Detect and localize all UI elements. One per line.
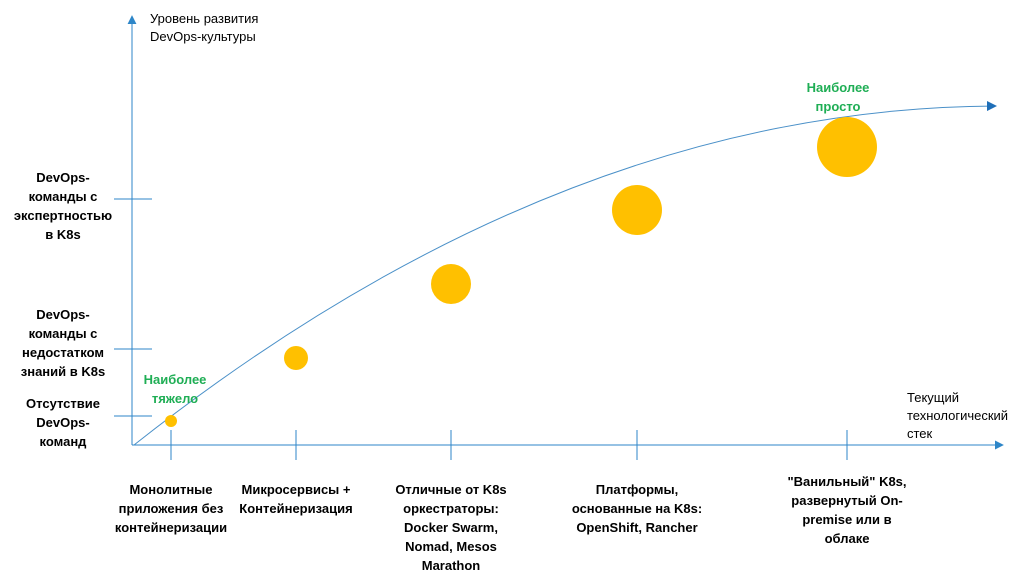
- x-tick-label-line: основанные на K8s:: [572, 501, 702, 516]
- x-tick-label-line: Контейнеризация: [239, 501, 352, 516]
- x-tick-label-line: оркестраторы:: [403, 501, 499, 516]
- y-axis-title-line: DevOps-культуры: [150, 29, 256, 44]
- bubble-point: [817, 117, 877, 177]
- x-tick-label-line: развернутый On-: [791, 493, 902, 508]
- x-tick-label-line: Marathon: [422, 558, 481, 573]
- x-tick-label-line: Платформы,: [596, 482, 678, 497]
- y-tick-label-line: команды с: [29, 326, 98, 341]
- x-tick-label: Платформы, основанные на K8s: OpenShift, R…: [572, 482, 702, 535]
- x-axis-title-line: Текущий: [907, 390, 959, 405]
- y-tick-label-line: Отсутствие: [26, 396, 100, 411]
- x-axis-title-line: стек: [907, 426, 933, 441]
- x-tick-label: "Ванильный" K8s, развернутый On-premise и…: [787, 474, 906, 546]
- x-tick-label: Микросервисы + Контейнеризация: [239, 482, 352, 516]
- x-tick-label-line: premise или в: [802, 512, 891, 527]
- y-tick-label: DevOps-команды с недостатком знаний в K8s: [21, 307, 105, 379]
- x-axis-title: Текущий технологический стек: [907, 390, 1008, 441]
- y-tick-label-line: команд: [40, 434, 88, 449]
- annotation-label-line: Наиболее: [144, 372, 207, 387]
- y-tick-label-line: знаний в K8s: [21, 364, 105, 379]
- x-tick-label-line: "Ванильный" K8s,: [787, 474, 906, 489]
- y-tick-label: Отсутствие DevOps-команд: [26, 396, 100, 449]
- x-tick-label-line: облаке: [825, 531, 870, 546]
- x-tick-label-line: контейнеризации: [115, 520, 227, 535]
- x-tick-label: Отличные от K8s оркестраторы: Docker Swarm…: [395, 482, 506, 573]
- x-tick-label-line: Docker Swarm,: [404, 520, 498, 535]
- x-tick-label-line: OpenShift, Rancher: [576, 520, 697, 535]
- x-tick-label-line: Микросервисы +: [242, 482, 351, 497]
- y-tick-label-line: в K8s: [45, 227, 80, 242]
- y-tick-label-line: DevOps-: [36, 170, 89, 185]
- y-tick-label-line: команды с: [29, 189, 98, 204]
- y-axis-title-line: Уровень развития: [150, 11, 258, 26]
- trend-curve: [133, 101, 997, 446]
- bubble-point: [612, 185, 662, 235]
- y-tick-label-line: DevOps-: [36, 415, 89, 430]
- x-tick-label-line: Монолитные: [129, 482, 212, 497]
- y-tick-label-line: DevOps-: [36, 307, 89, 322]
- x-tick-label-line: Nomad, Mesos: [405, 539, 497, 554]
- annotation-label-line: Наиболее: [807, 80, 870, 95]
- annotation-label-line: тяжело: [152, 391, 198, 406]
- annotation-label: Наиболее просто: [807, 80, 870, 114]
- y-tick-label: DevOps-команды с экспертностью в K8s: [14, 170, 112, 242]
- bubble-point: [431, 264, 471, 304]
- y-tick-label-line: экспертностью: [14, 208, 112, 223]
- annotation-label-line: просто: [816, 99, 861, 114]
- x-tick-label: Монолитные приложения без контейнеризации: [115, 482, 227, 535]
- x-axis-title-line: технологический: [907, 408, 1008, 423]
- bubble-point: [284, 346, 308, 370]
- y-tick-label-line: недостатком: [22, 345, 104, 360]
- annotation-label: Наиболее тяжело: [144, 372, 207, 406]
- bubble-point: [165, 415, 177, 427]
- x-tick-label-line: Отличные от K8s: [395, 482, 506, 497]
- x-tick-label-line: приложения без: [119, 501, 224, 516]
- y-axis-title: Уровень развития DevOps-культуры: [150, 11, 258, 44]
